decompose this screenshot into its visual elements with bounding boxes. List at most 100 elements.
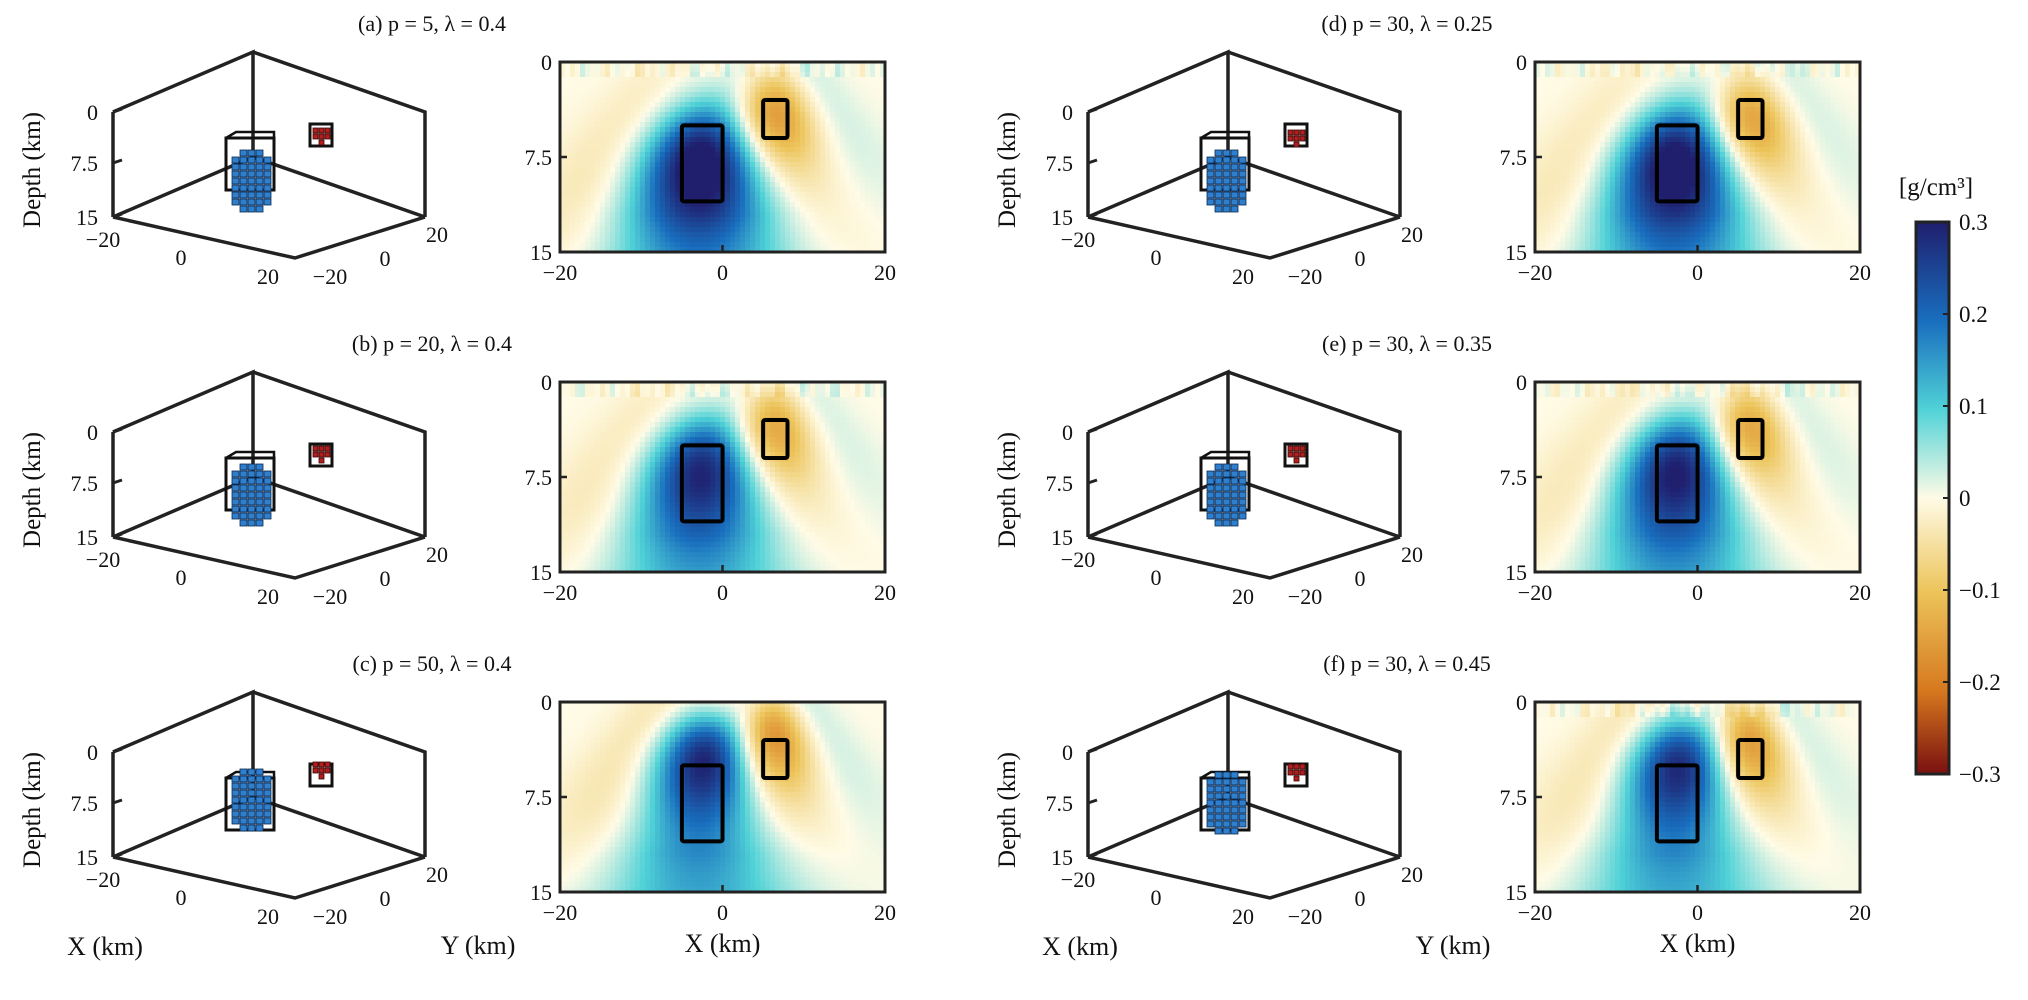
heatmap-cell <box>580 507 586 513</box>
heatmap-cell <box>790 442 796 448</box>
voxel-positive <box>239 205 248 213</box>
heatmap-cell <box>710 432 716 438</box>
heatmap-cell <box>595 162 601 168</box>
voxel-positive <box>239 177 248 185</box>
heatmap-cell <box>795 427 801 433</box>
heatmap-cell <box>860 502 866 508</box>
heatmap-cell <box>815 192 821 198</box>
heatmap-cell <box>600 107 606 113</box>
heatmap-cell <box>620 122 626 128</box>
heatmap-cell <box>850 402 856 408</box>
heatmap-cell <box>605 77 611 83</box>
heatmap-cell <box>780 192 786 198</box>
heatmap-cell <box>815 402 821 408</box>
heatmap-cell <box>735 462 741 468</box>
heatmap-cell <box>715 177 721 183</box>
heatmap-cell <box>570 442 576 448</box>
heatmap-cell <box>645 72 651 78</box>
heatmap-cell <box>565 217 571 223</box>
heatmap-cell <box>780 67 786 73</box>
heatmap-cell <box>820 522 826 528</box>
heatmap-cell <box>780 452 786 458</box>
heatmap-cell <box>635 547 641 553</box>
heatmap-cell <box>845 227 851 233</box>
heatmap-cell <box>645 507 651 513</box>
heatmap-cell <box>700 432 706 438</box>
heatmap-cell <box>615 402 621 408</box>
heatmap-cell <box>645 392 651 398</box>
heatmap-cell <box>580 422 586 428</box>
heatmap-cell <box>580 487 586 493</box>
heatmap-cell <box>685 417 691 423</box>
heatmap-cell <box>580 397 586 403</box>
heatmap-cell <box>685 522 691 528</box>
heatmap-cell <box>585 142 591 148</box>
heatmap-cell <box>665 512 671 518</box>
heatmap-cell <box>700 522 706 528</box>
heatmap-cell <box>610 492 616 498</box>
heatmap-cell <box>760 72 766 78</box>
heatmap-cell <box>835 517 841 523</box>
heatmap-cell <box>730 142 736 148</box>
heatmap-cell <box>655 397 661 403</box>
heatmap-cell <box>615 107 621 113</box>
heatmap-cell <box>570 172 576 178</box>
heatmap-cell <box>710 527 716 533</box>
heatmap-cell <box>580 382 586 388</box>
heatmap-cell <box>855 202 861 208</box>
heatmap-cell <box>620 507 626 513</box>
heatmap-cell <box>630 557 636 563</box>
heatmap-cell <box>575 212 581 218</box>
heatmap-cell <box>585 557 591 563</box>
heatmap-cell <box>775 397 781 403</box>
heatmap-cell <box>830 147 836 153</box>
heatmap-cell <box>635 222 641 228</box>
heatmap-cell <box>565 107 571 113</box>
heatmap-cell <box>755 432 761 438</box>
heatmap-cell <box>625 397 631 403</box>
heatmap-cell <box>735 132 741 138</box>
heatmap-cell <box>800 157 806 163</box>
heatmap-cell <box>620 462 626 468</box>
heatmap-cell <box>620 422 626 428</box>
heatmap-cell <box>880 147 885 153</box>
heatmap-cell <box>715 522 721 528</box>
heatmap-cell <box>775 142 781 148</box>
heatmap-cell <box>815 82 821 88</box>
heatmap-cell <box>660 217 666 223</box>
heatmap-cell <box>625 452 631 458</box>
heatmap-cell <box>775 492 781 498</box>
heatmap-cell <box>665 212 671 218</box>
heatmap-cell <box>855 542 861 548</box>
heatmap-cell <box>560 467 566 473</box>
heatmap-cell <box>640 522 646 528</box>
heatmap-cell <box>710 92 716 98</box>
heatmap-cell <box>845 102 851 108</box>
heatmap-cell <box>745 557 751 563</box>
heatmap-cell <box>850 212 856 218</box>
heatmap-cell <box>645 157 651 163</box>
voxel-positive <box>263 177 272 185</box>
heatmap-cell <box>695 527 701 533</box>
heatmap-cell <box>675 562 681 568</box>
heatmap-cell <box>615 492 621 498</box>
heatmap-cell <box>565 167 571 173</box>
heatmap-cell <box>745 152 751 158</box>
heatmap-cell <box>585 247 591 252</box>
heatmap-cell <box>575 232 581 238</box>
heatmap-cell <box>600 232 606 238</box>
heatmap-cell <box>815 77 821 83</box>
heatmap-cell <box>760 527 766 533</box>
heatmap-cell <box>625 497 631 503</box>
heatmap-cell <box>835 112 841 118</box>
heatmap-cell <box>745 167 751 173</box>
heatmap-cell <box>745 147 751 153</box>
heatmap-cell <box>795 197 801 203</box>
heatmap-cell <box>815 132 821 138</box>
heatmap-cell <box>715 172 721 178</box>
heatmap-cell <box>745 437 751 443</box>
heatmap-cell <box>820 97 826 103</box>
heatmap-cell <box>820 182 826 188</box>
heatmap-cell <box>605 202 611 208</box>
heatmap-cell <box>855 152 861 158</box>
